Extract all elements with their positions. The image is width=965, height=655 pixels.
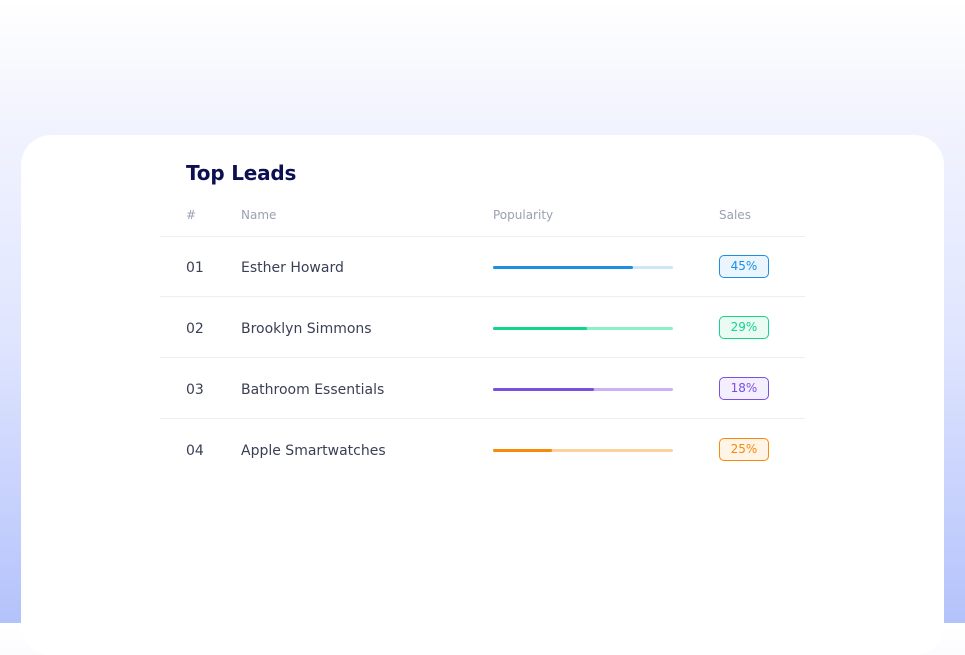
sales-badge: 25% — [719, 438, 769, 461]
sales-badge: 45% — [719, 255, 769, 278]
popularity-bar-fill — [493, 449, 553, 452]
lead-name: Bathroom Essentials — [241, 382, 385, 398]
card-title: Top Leads — [186, 161, 297, 185]
table-row[interactable]: 04 Apple Smartwatches 25% — [160, 419, 805, 479]
top-leads-card: Top Leads # Name Popularity Sales 01 Est… — [21, 135, 944, 655]
table-row[interactable]: 03 Bathroom Essentials 18% — [160, 358, 805, 419]
table-header: # Name Popularity Sales — [160, 205, 805, 237]
header-sales[interactable]: Sales — [719, 208, 751, 222]
row-number: 02 — [186, 321, 204, 337]
popularity-bar — [493, 327, 673, 330]
lead-name: Brooklyn Simmons — [241, 321, 372, 337]
row-number: 04 — [186, 443, 204, 459]
popularity-bar — [493, 388, 673, 391]
header-name[interactable]: Name — [241, 208, 277, 222]
table-row[interactable]: 01 Esther Howard 45% — [160, 236, 805, 297]
popularity-bar-fill — [493, 327, 587, 330]
lead-name: Esther Howard — [241, 260, 344, 276]
popularity-bar — [493, 449, 673, 452]
sales-badge: 18% — [719, 377, 769, 400]
header-num: # — [186, 208, 197, 222]
lead-name: Apple Smartwatches — [241, 443, 386, 459]
table-row[interactable]: 02 Brooklyn Simmons 29% — [160, 297, 805, 358]
header-popularity[interactable]: Popularity — [493, 208, 554, 222]
sales-badge: 29% — [719, 316, 769, 339]
popularity-bar-fill — [493, 388, 594, 391]
row-number: 01 — [186, 260, 204, 276]
row-number: 03 — [186, 382, 204, 398]
popularity-bar-fill — [493, 266, 634, 269]
popularity-bar — [493, 266, 673, 269]
